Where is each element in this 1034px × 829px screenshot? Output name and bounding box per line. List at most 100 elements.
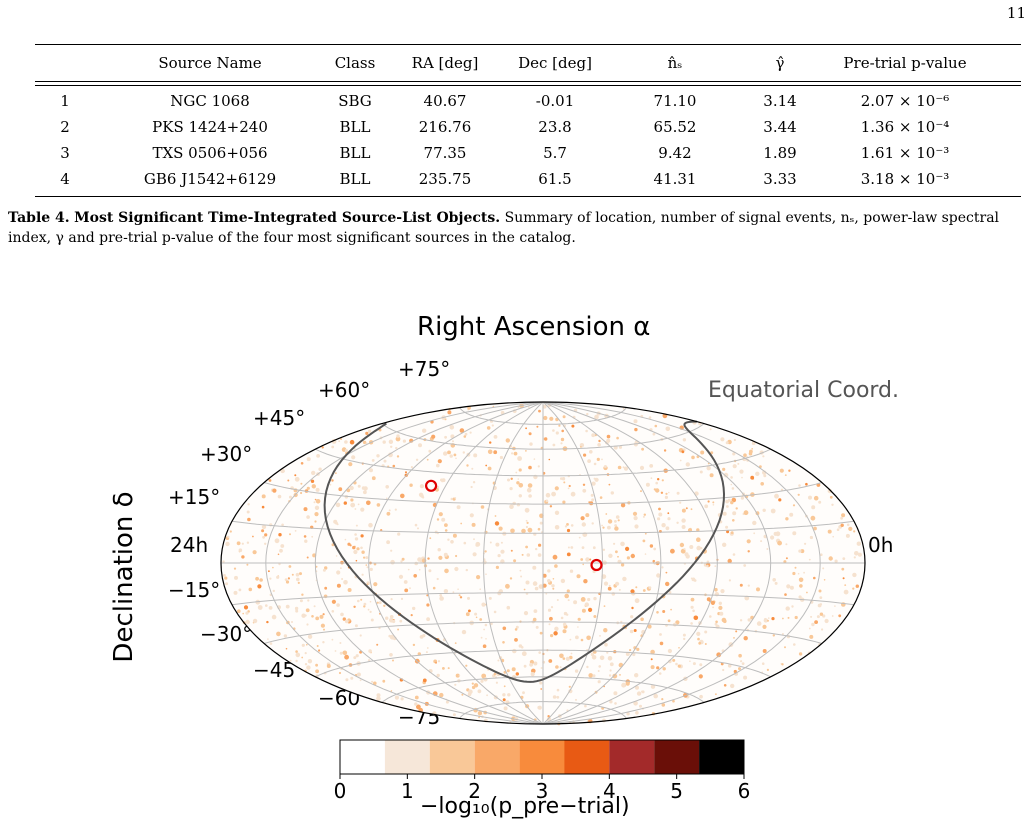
sky-speck: [644, 553, 647, 555]
sky-speck: [449, 454, 453, 458]
sky-speck: [700, 450, 705, 455]
sky-speck: [784, 646, 786, 649]
sky-speck: [844, 584, 847, 586]
sky-speck: [739, 583, 743, 587]
graticule-meridian: [542, 401, 603, 725]
sky-speck: [313, 501, 316, 504]
sky-speck: [429, 537, 432, 540]
sky-speck: [322, 568, 326, 572]
sky-speck: [552, 443, 556, 447]
sky-speck: [562, 629, 567, 634]
sky-speck: [738, 667, 741, 671]
sky-speck: [355, 559, 358, 562]
sky-speck: [617, 465, 622, 470]
aitoff-skymap: [220, 401, 866, 726]
table-cell: 40.67: [423, 92, 467, 110]
sky-speck: [785, 517, 789, 521]
sky-speck: [311, 535, 314, 538]
sky-speck: [471, 685, 476, 690]
sky-speck: [285, 580, 290, 584]
sky-speck: [396, 455, 400, 458]
sky-speck: [307, 659, 313, 664]
sky-speck: [533, 609, 538, 613]
sky-speck: [544, 437, 548, 441]
table-header-cell: RA [deg]: [411, 54, 479, 72]
dec-tick-label: −15°: [168, 578, 221, 602]
sky-speck: [650, 684, 656, 689]
sky-speck: [525, 580, 530, 585]
sky-speck: [614, 702, 617, 705]
sky-speck: [650, 477, 653, 480]
sky-speck: [829, 495, 833, 499]
sky-speck: [493, 672, 497, 676]
table-header-cell: Class: [334, 54, 376, 72]
sky-speck: [690, 597, 695, 602]
sky-speck: [786, 584, 791, 589]
sky-speck: [479, 588, 482, 590]
colorbar-label: −log₁₀(p_pre−trial): [420, 794, 630, 819]
colorbar-segment: [519, 740, 565, 774]
dec-tick-label: +75°: [398, 357, 451, 381]
sky-speck: [741, 662, 745, 665]
sky-speck: [222, 560, 225, 563]
sky-speck: [770, 535, 775, 540]
sky-speck: [810, 515, 816, 521]
sky-speck: [507, 693, 511, 697]
sky-speck: [614, 524, 617, 527]
sky-speck: [689, 660, 691, 662]
sky-speck: [528, 432, 532, 436]
sky-speck: [422, 634, 426, 638]
sky-speck: [344, 538, 347, 541]
sky-speck: [856, 541, 861, 546]
sky-speck: [629, 649, 632, 652]
sky-speck: [314, 505, 320, 510]
sky-speck: [455, 554, 458, 558]
sky-speck: [609, 662, 614, 667]
sky-speck: [443, 552, 448, 557]
sky-speck: [547, 715, 550, 718]
sky-speck: [561, 477, 566, 481]
sky-speck: [548, 659, 553, 663]
sky-speck: [527, 483, 533, 488]
sky-speck: [597, 680, 601, 684]
sky-speck: [690, 622, 693, 625]
sky-speck: [712, 501, 715, 504]
table-cell: 216.76: [418, 118, 472, 136]
sky-speck: [542, 583, 547, 588]
sky-speck: [410, 614, 413, 617]
sky-speck: [345, 678, 349, 682]
sky-speck: [798, 549, 802, 553]
sky-speck: [726, 530, 730, 534]
sky-speck: [505, 438, 510, 443]
sky-speck: [545, 492, 551, 498]
sky-speck: [227, 535, 230, 538]
sky-speck: [569, 569, 574, 573]
colorbar-tick-label: 4: [603, 779, 616, 800]
sky-speck: [376, 454, 380, 458]
sky-speck: [542, 573, 547, 578]
sky-speck: [518, 483, 524, 488]
table-cell: 5.7: [543, 144, 567, 162]
sky-speck: [792, 571, 796, 576]
sky-speck: [746, 455, 748, 458]
sky-speck: [661, 479, 664, 482]
sky-speck: [371, 459, 375, 462]
sky-speck: [845, 533, 850, 538]
sky-speck: [567, 546, 570, 549]
sky-speck: [350, 498, 354, 502]
table-cell: PKS 1424+240: [152, 118, 268, 136]
sky-speck: [665, 526, 670, 531]
sky-speck: [789, 585, 794, 590]
sky-speck: [538, 651, 541, 654]
sky-speck: [363, 556, 366, 559]
sky-speck: [699, 663, 703, 667]
sky-speck: [341, 578, 344, 580]
sky-speck: [487, 449, 493, 455]
sky-speck: [564, 593, 569, 599]
sky-speck: [537, 553, 542, 557]
sky-speck: [472, 552, 477, 557]
sky-speck: [710, 451, 714, 455]
sky-speck: [362, 440, 367, 445]
colorbar-segment: [384, 740, 430, 774]
sky-speck: [618, 588, 621, 591]
